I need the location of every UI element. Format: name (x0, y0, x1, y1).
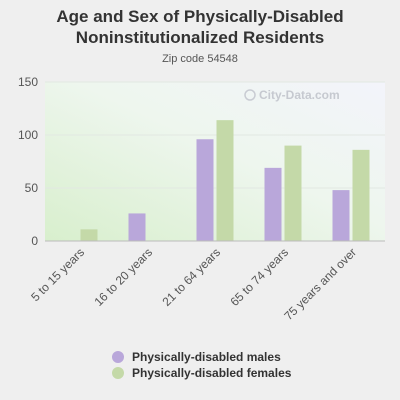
bar-females (80, 229, 98, 241)
y-tick-label: 50 (25, 181, 39, 195)
x-tick-label: 21 to 64 years (159, 245, 223, 309)
legend: Physically-disabled males Physically-dis… (112, 349, 291, 381)
legend-swatch-males (112, 351, 124, 363)
plot-area (45, 82, 385, 241)
x-tick-label: 5 to 15 years (28, 245, 87, 304)
chart-subtitle: Zip code 54548 (162, 53, 238, 65)
y-tick-label: 100 (18, 128, 38, 142)
legend-item-males: Physically-disabled males (112, 349, 291, 365)
watermark-text: City-Data.com (259, 88, 340, 102)
bar-males (128, 213, 146, 241)
legend-swatch-females (112, 367, 124, 379)
watermark-icon (244, 89, 256, 101)
gridlines (45, 81, 385, 189)
y-axis: 0 50 100 150 (18, 75, 38, 248)
chart-title: Age and Sex of Physically-Disabled Nonin… (0, 6, 400, 48)
chart-title-line-2: Noninstitutionalized Residents (75, 28, 325, 47)
y-tick-label: 0 (31, 234, 38, 248)
bar-females (284, 145, 302, 241)
legend-item-females: Physically-disabled females (112, 365, 291, 381)
bar-females (352, 149, 370, 241)
bar-males (196, 139, 214, 241)
x-axis: 5 to 15 years 16 to 20 years 21 to 64 year… (28, 245, 359, 323)
legend-label-females: Physically-disabled females (132, 366, 292, 380)
x-tick-label: 16 to 20 years (91, 245, 155, 309)
x-tick-label: 75 years and over (281, 245, 359, 323)
legend-label-males: Physically-disabled males (132, 350, 281, 364)
watermark: City-Data.com (244, 88, 340, 102)
bars (80, 120, 370, 241)
bar-males (332, 190, 350, 241)
y-tick-label: 150 (18, 75, 38, 89)
bar-females (216, 120, 234, 241)
x-tick-label: 65 to 74 years (227, 245, 291, 309)
chart-title-line-1: Age and Sex of Physically-Disabled (56, 7, 344, 26)
bar-males (264, 167, 282, 241)
